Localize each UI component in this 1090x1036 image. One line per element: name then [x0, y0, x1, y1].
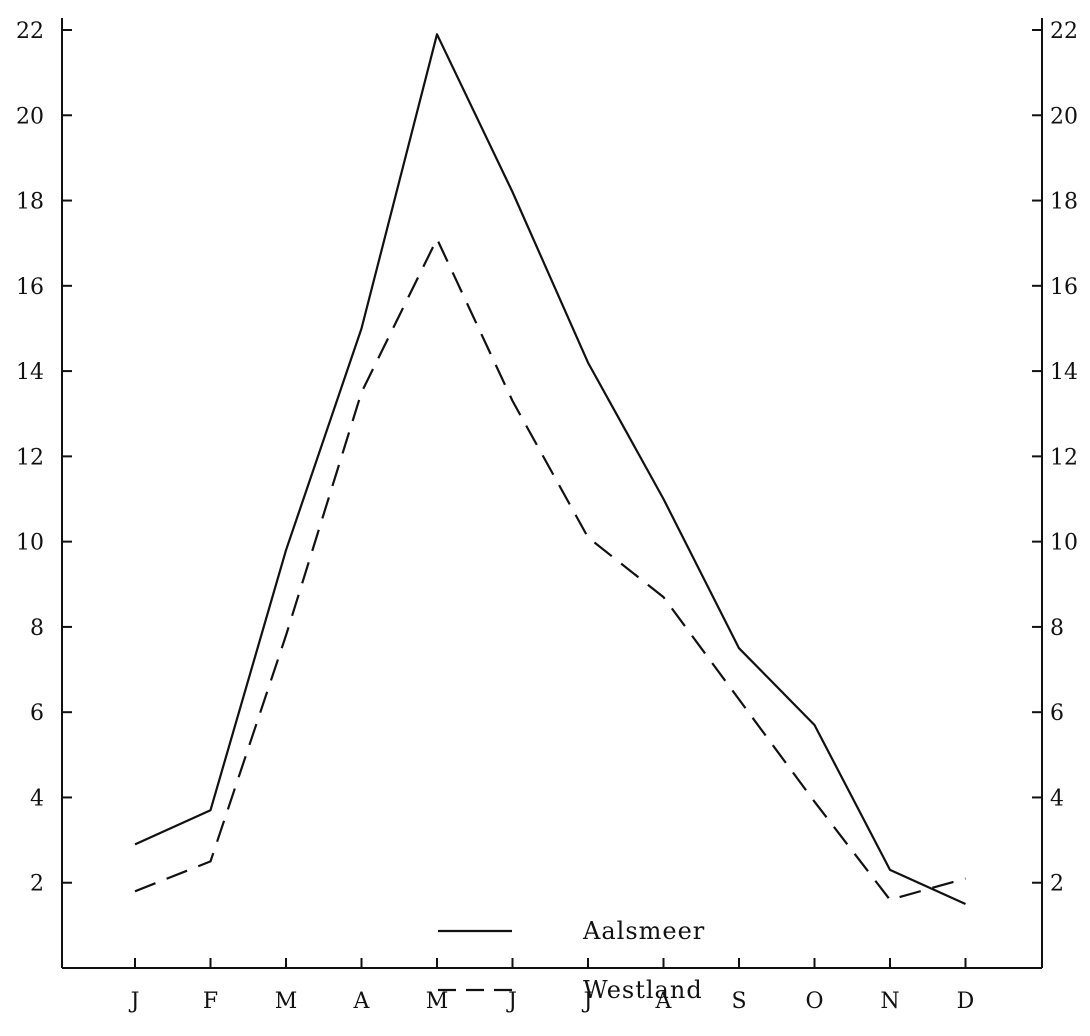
y-tick-label-left: 10 [16, 531, 44, 556]
y-axis-left: 2 4 6 8 10 12 14 16 18 20 22 [16, 19, 72, 897]
y-tick-label-right: 4 [1050, 786, 1064, 811]
y-tick-label-right: 18 [1050, 190, 1078, 215]
y-tick-label-right: 6 [1050, 701, 1064, 726]
y-tick-label-right: 20 [1050, 104, 1078, 129]
y-tick-label-left: 20 [16, 104, 44, 129]
legend: Aalsmeer Westland [438, 917, 705, 1004]
y-axis-right: 2 4 6 8 10 12 14 16 18 20 22 [1032, 19, 1078, 897]
x-tick-label: A [353, 989, 371, 1014]
y-tick-label-right: 10 [1050, 531, 1078, 556]
series-group [134, 33, 966, 906]
x-tick-label: J [129, 989, 140, 1014]
legend-label-aalsmeer: Aalsmeer [582, 917, 705, 945]
y-tick-label-left: 22 [16, 19, 44, 44]
y-tick-label-left: 8 [30, 616, 44, 641]
y-tick-label-left: 2 [30, 872, 44, 897]
y-tick-label-right: 12 [1050, 445, 1078, 470]
y-tick-label-left: 18 [16, 190, 44, 215]
x-tick-label: F [203, 989, 218, 1014]
y-tick-label-left: 4 [30, 786, 44, 811]
x-tick-label: M [426, 989, 449, 1014]
x-tick-label: N [880, 989, 899, 1014]
x-tick-label: A [655, 989, 673, 1014]
legend-label-westland: Westland [583, 976, 703, 1004]
y-tick-label-right: 16 [1050, 275, 1078, 300]
x-tick-label: J [506, 989, 517, 1014]
y-tick-label-left: 16 [16, 275, 44, 300]
y-tick-label-left: 14 [16, 360, 44, 385]
series-line-aalsmeer [134, 33, 966, 906]
series-line-westland [134, 237, 966, 901]
y-tick-label-right: 2 [1050, 872, 1064, 897]
x-tick-label: S [731, 989, 746, 1014]
x-tick-label: J [582, 989, 593, 1014]
x-tick-label: D [957, 989, 975, 1014]
y-tick-label-right: 22 [1050, 19, 1078, 44]
y-tick-label-left: 12 [16, 445, 44, 470]
chart-axes [61, 18, 1043, 969]
y-tick-label-right: 14 [1050, 360, 1078, 385]
x-tick-label: M [275, 989, 298, 1014]
x-tick-label: O [805, 989, 823, 1014]
y-tick-label-right: 8 [1050, 616, 1064, 641]
y-tick-label-left: 6 [30, 701, 44, 726]
